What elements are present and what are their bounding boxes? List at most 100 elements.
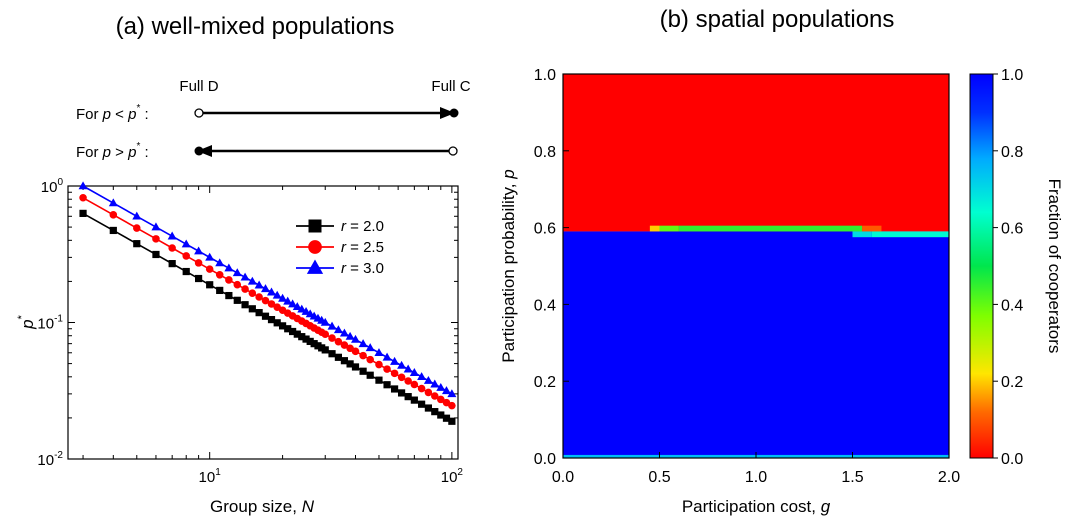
y-tick-label: 1.0	[534, 67, 556, 84]
x-tick-exp: 1	[215, 467, 221, 478]
y-tick-base: 10	[41, 179, 58, 196]
y-tick-label: 0.4	[534, 297, 556, 314]
data-point	[390, 385, 399, 393]
data-point	[167, 231, 177, 240]
data-point	[423, 375, 433, 384]
full-c-label: Full C	[431, 78, 470, 95]
x-tick-label: 1.5	[841, 469, 863, 486]
data-point	[225, 276, 233, 284]
legend-marker	[308, 219, 322, 233]
data-point	[397, 360, 407, 369]
data-point	[233, 280, 242, 289]
data-point	[321, 346, 329, 354]
x-tick-label: 101	[199, 467, 222, 486]
y-tick-base: 10	[37, 316, 54, 333]
x-tick-label: 2.0	[938, 469, 960, 486]
data-point	[215, 271, 224, 279]
data-point	[397, 373, 406, 382]
data-point	[292, 302, 302, 310]
x-tick-label: 1.0	[745, 469, 767, 486]
data-point	[358, 339, 368, 348]
data-point	[328, 334, 336, 342]
plot-a-ticks	[68, 185, 458, 460]
data-point	[255, 309, 263, 317]
data-point	[350, 334, 360, 343]
data-point	[328, 350, 336, 358]
legend-value: = 3.0	[346, 260, 384, 277]
colorbar-ticks: 1.0 0.8 0.6 0.4 0.2 0.0	[993, 67, 1023, 468]
legend-value: = 2.0	[346, 218, 384, 235]
heatmap-cell	[852, 231, 872, 238]
data-point	[397, 389, 406, 397]
data-point	[321, 330, 330, 339]
data-point	[133, 224, 141, 232]
data-point	[283, 296, 293, 305]
colorbar-tick-label: 0.2	[1001, 374, 1023, 391]
data-point	[340, 357, 349, 365]
series-2	[79, 193, 456, 410]
data-point	[182, 267, 190, 276]
data-point	[289, 327, 297, 336]
legend-var: r	[341, 239, 347, 256]
data-point	[424, 404, 433, 412]
x-tick-base: 10	[441, 469, 458, 486]
data-point	[194, 259, 203, 267]
data-point	[108, 198, 118, 207]
full-d-label: Full D	[179, 78, 218, 95]
colorbar-label: Fraction of cooperators	[1045, 179, 1064, 354]
y-tick-base: 10	[37, 452, 54, 469]
series-1	[79, 209, 456, 425]
data-point	[441, 386, 451, 395]
data-point	[79, 193, 87, 202]
legend-value: = 2.5	[346, 239, 384, 256]
legend-label: r = 2.5	[341, 239, 384, 256]
colorbar-gradient	[969, 73, 994, 459]
data-point	[417, 384, 426, 393]
data-point	[267, 300, 276, 308]
data-point	[78, 181, 88, 190]
colorbar-tick-label: 0.4	[1001, 297, 1023, 314]
data-point	[366, 355, 374, 364]
data-point	[133, 240, 141, 248]
data-point	[404, 377, 412, 385]
data-point	[430, 392, 439, 400]
data-point	[448, 417, 456, 425]
row2-condition: For p > p* :	[76, 141, 149, 161]
data-point	[346, 360, 354, 368]
data-point	[152, 250, 160, 259]
data-point	[365, 343, 375, 352]
data-point	[205, 265, 214, 273]
data-point	[267, 287, 277, 296]
x-tick-label: 102	[441, 467, 464, 486]
data-point	[278, 293, 288, 302]
data-point	[366, 371, 374, 379]
data-point	[182, 252, 190, 260]
data-point	[383, 365, 391, 373]
y-tick-exp: -2	[54, 450, 63, 461]
data-point	[278, 322, 287, 330]
heatmap-cell	[871, 231, 949, 238]
heatmap-cell	[659, 225, 679, 232]
data-point	[168, 260, 176, 268]
y-tick-exp: 0	[57, 177, 63, 188]
colorbar: 1.0 0.8 0.6 0.4 0.2 0.0 Fraction of cooperato…	[969, 67, 1064, 468]
data-point	[254, 280, 264, 289]
data-point	[310, 340, 318, 348]
y-tick-label: 10-1	[37, 314, 63, 333]
row2-filled-dot	[194, 146, 204, 156]
data-point	[241, 285, 249, 293]
data-point	[345, 331, 355, 340]
data-point	[390, 369, 399, 378]
data-point	[436, 382, 446, 391]
data-point	[284, 325, 292, 333]
colorbar-tick-label: 0.0	[1001, 451, 1023, 468]
legend-var: r	[341, 218, 347, 235]
data-point	[320, 317, 330, 326]
data-point	[267, 316, 276, 324]
data-point	[194, 246, 204, 255]
data-point	[225, 291, 233, 300]
data-point	[248, 305, 256, 313]
data-point	[306, 337, 314, 346]
data-point	[339, 328, 349, 337]
